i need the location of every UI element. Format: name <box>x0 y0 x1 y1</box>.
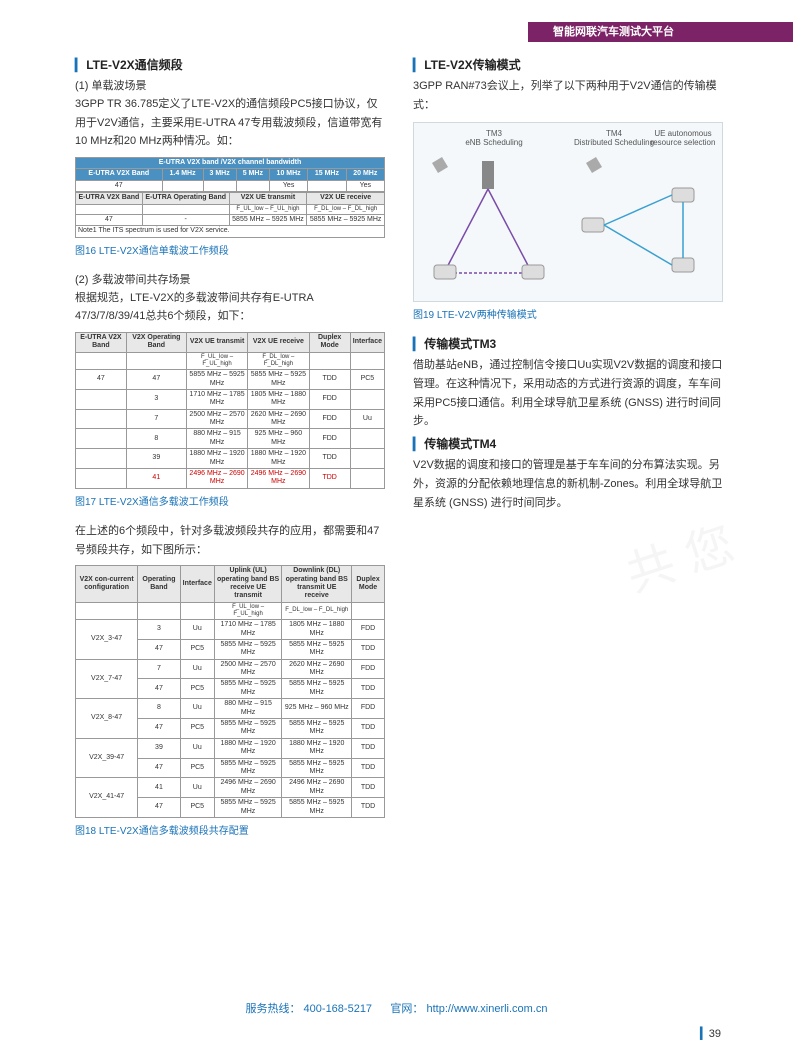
caption-16: 图16 LTE-V2X通信单载波工作频段 <box>75 242 385 257</box>
paragraph-3: 在上述的6个频段中，针对多载波频段共存的应用，都需要和47号频段共存，如下图所示… <box>75 522 385 559</box>
caption-17: 图17 LTE-V2X通信多载波工作频段 <box>75 493 385 508</box>
site-label: 官网： <box>390 1003 423 1015</box>
fig19-diagram <box>414 123 724 303</box>
figure-19: TM3eNB Scheduling TM4Distributed Schedul… <box>413 122 723 302</box>
scenario1-label: (1) 单载波场景 <box>75 77 385 93</box>
caption-19: 图19 LTE-V2V两种传输模式 <box>413 306 723 321</box>
section2-title: LTE-V2X传输模式 <box>413 56 723 73</box>
table-17: E-UTRA V2X BandV2X Operating BandV2X UE … <box>75 332 385 489</box>
tm4-title: 传输模式TM4 <box>413 435 723 452</box>
tm3-title: 传输模式TM3 <box>413 335 723 352</box>
right-column: LTE-V2X传输模式 3GPP RAN#73会议上，列举了以下两种用于V2V通… <box>413 56 723 851</box>
site-url: http://www.xinerli.com.cn <box>426 1003 547 1015</box>
caption-18: 图18 LTE-V2X通信多载波频段共存配置 <box>75 822 385 837</box>
content-area: LTE-V2X通信频段 (1) 单载波场景 3GPP TR 36.785定义了L… <box>75 56 723 851</box>
header-title: 智能网联汽车测试大平台 <box>553 26 674 38</box>
left-column: LTE-V2X通信频段 (1) 单载波场景 3GPP TR 36.785定义了L… <box>75 56 385 851</box>
table-16b: E-UTRA V2X BandE-UTRA Operating BandV2X … <box>75 192 385 237</box>
page-number: ▎39 <box>700 1027 721 1040</box>
fig19-label-ue: UE autonomous resource selection <box>648 129 718 147</box>
table-16: E-UTRA V2X band /V2X channel bandwidth E… <box>75 157 385 192</box>
scenario2-label: (2) 多载波带间共存场景 <box>75 271 385 287</box>
header-banner: 智能网联汽车测试大平台 <box>528 22 793 42</box>
footer: 服务热线： 400-168-5217 官网： http://www.xinerl… <box>0 1000 793 1016</box>
tm3-paragraph: 借助基站eNB，通过控制信令接口Uu实现V2V数据的调度和接口管理。在这种情况下… <box>413 356 723 431</box>
paragraph-1: 3GPP TR 36.785定义了LTE-V2X的通信频段PC5接口协议，仅用于… <box>75 95 385 151</box>
paragraph-r1: 3GPP RAN#73会议上，列举了以下两种用于V2V通信的传输模式： <box>413 77 723 114</box>
fig19-label-tm3: TM3eNB Scheduling <box>454 129 534 147</box>
hotline-number: 400-168-5217 <box>304 1003 373 1015</box>
tm4-paragraph: V2V数据的调度和接口的管理是基于车车间的分布算法实现。另外，资源的分配依赖地理… <box>413 456 723 512</box>
hotline-label: 服务热线： <box>245 1003 300 1015</box>
section1-title: LTE-V2X通信频段 <box>75 56 385 73</box>
table-18: V2X con-current configurationOperating B… <box>75 565 385 818</box>
fig19-label-tm4: TM4Distributed Scheduling <box>569 129 659 147</box>
paragraph-2: 根据规范，LTE-V2X的多载波带间共存有E-UTRA 47/3/7/8/39/… <box>75 289 385 326</box>
